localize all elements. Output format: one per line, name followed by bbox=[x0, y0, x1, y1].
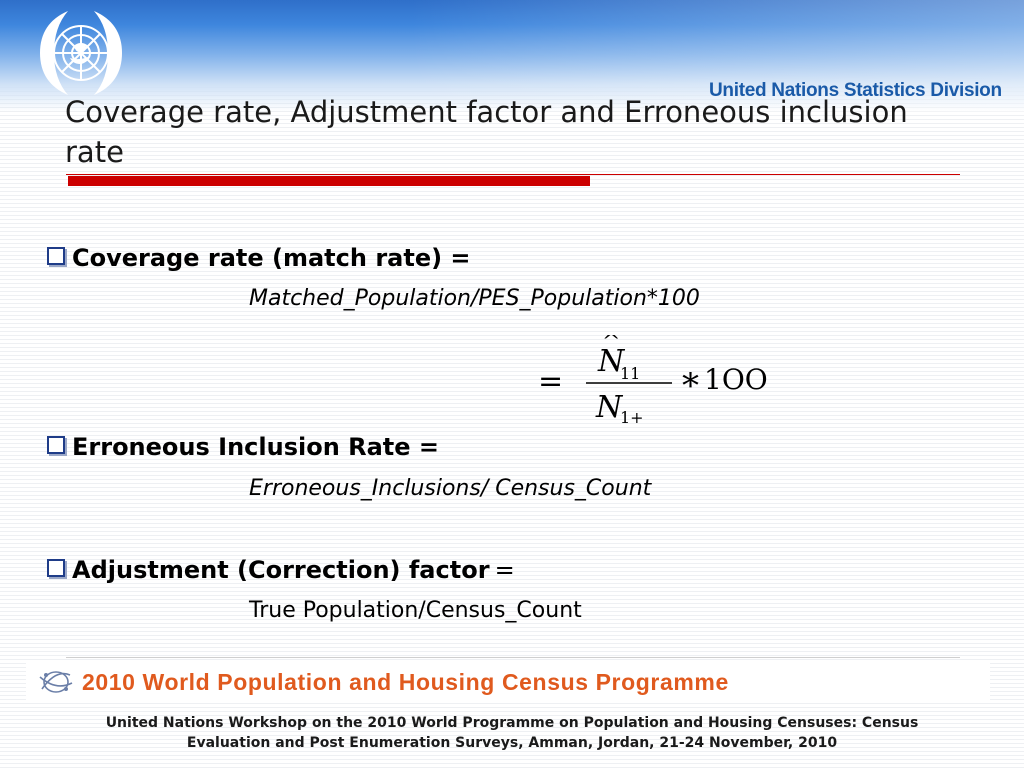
equation-multiplier: * bbox=[682, 366, 699, 406]
erroneous-inclusion-formula: Erroneous_Inclusions/ Census_Count bbox=[249, 476, 652, 501]
equation-numerator: N bbox=[597, 344, 626, 379]
bullet-erroneous-inclusion: Erroneous Inclusion Rate = bbox=[47, 433, 439, 465]
title-divider-bar bbox=[68, 176, 590, 186]
census-programme-banner: 2010 World Population and Housing Census… bbox=[26, 663, 990, 701]
coverage-rate-equation: = N 11 ^ N 1+ * 1OO bbox=[538, 335, 768, 427]
bullet-coverage-rate: Coverage rate (match rate) = bbox=[47, 244, 471, 276]
census-logo-icon bbox=[39, 671, 73, 693]
header-band bbox=[0, 0, 1024, 112]
slide-title: Coverage rate, Adjustment factor and Err… bbox=[65, 95, 908, 169]
bullet-adjustment-factor: Adjustment (Correction) factor = bbox=[47, 556, 515, 588]
adjustment-factor-formula: True Population/Census_Count bbox=[249, 598, 582, 623]
equation-numerator-sub: 11 bbox=[620, 364, 640, 383]
equation-factor: 1OO bbox=[704, 363, 768, 396]
title-divider-thin bbox=[66, 174, 960, 175]
workshop-footer: United Nations Workshop on the 2010 Worl… bbox=[20, 713, 1004, 753]
checkbox-bullet-icon bbox=[47, 247, 65, 265]
equation-equals: = bbox=[538, 364, 563, 399]
census-programme-title: 2010 World Population and Housing Census… bbox=[82, 669, 729, 695]
bullet-label: Adjustment (Correction) factor bbox=[72, 556, 490, 584]
checkbox-bullet-icon bbox=[47, 559, 65, 577]
bullet-equals: = bbox=[494, 556, 515, 584]
bullet-label: Erroneous Inclusion Rate = bbox=[72, 433, 440, 461]
un-emblem-icon bbox=[40, 11, 122, 95]
workshop-line-2: Evaluation and Post Enumeration Surveys,… bbox=[186, 735, 838, 751]
org-logo-text: United Nations Statistics Division bbox=[709, 80, 1002, 101]
equation-denominator: N bbox=[595, 390, 624, 425]
footer-divider bbox=[66, 657, 960, 658]
coverage-rate-formula: Matched_Population/PES_Population*100 bbox=[249, 286, 700, 311]
workshop-line-1: United Nations Workshop on the 2010 Worl… bbox=[105, 715, 919, 731]
checkbox-bullet-icon bbox=[47, 436, 65, 454]
bullet-label: Coverage rate (match rate) = bbox=[72, 244, 471, 272]
hat-accent-icon: ^ bbox=[602, 335, 620, 355]
equation-denominator-sub: 1+ bbox=[620, 408, 644, 427]
